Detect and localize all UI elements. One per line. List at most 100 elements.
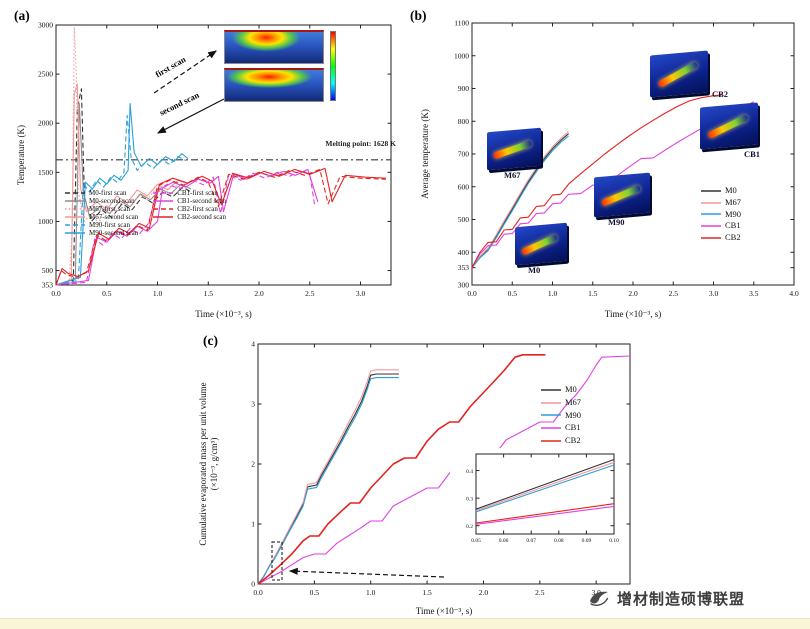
y-tick-label: 353	[458, 263, 470, 272]
legend-line-sample	[701, 225, 721, 227]
panel-c-inset-chart: 0.05 0.06 0.07 0.08 0.09 0.10 0.2 0.3 0.4	[450, 448, 620, 552]
legend-item-m0-first-scan: M0-first scan	[64, 189, 138, 197]
panel-a-chart: 0.0 0.5 1.0 1.5 2.0 2.5 3.0 353 500 1000 1500 2000 2…	[8, 3, 403, 325]
y-axis-label: Cumulative evaporated mass per unit volu…	[198, 382, 208, 545]
x-tick-label: 3.5	[749, 289, 759, 298]
y-tick-label: 2500	[38, 70, 53, 79]
y-tick-label: 0	[251, 580, 255, 589]
y-tick-label: 3000	[38, 21, 53, 30]
legend-label: M0	[725, 185, 737, 195]
legend-label: M0	[565, 384, 577, 394]
chart-svg-a: 0.0 0.5 1.0 1.5 2.0 2.5 3.0 353 500 1000 1500 2000 2…	[16, 21, 392, 319]
chart-svg-c-inset: 0.05 0.06 0.07 0.08 0.09 0.10 0.2 0.3 0.4	[466, 453, 619, 544]
legend-item-m67: M67	[540, 396, 582, 408]
x-tick-label: 0.0	[253, 588, 263, 597]
legend-item-m90-first-scan: M90-first scan	[64, 221, 138, 229]
legend-line-sample	[701, 213, 721, 216]
x-tick-label: 0.5	[310, 588, 320, 597]
series-cb1-second-scan	[55, 168, 319, 286]
x-tick-label: 4.0	[789, 289, 799, 298]
y-axis-label-2: (×10⁻³, g/cm³)	[209, 438, 219, 491]
axes-frame	[55, 24, 392, 286]
legend-line-sample	[701, 201, 721, 204]
footer-strip	[0, 618, 810, 629]
legend-line-sample	[65, 224, 85, 226]
legend-item-cb2-first-scan: CB2-first scan	[152, 205, 226, 213]
x-tick-label: 1.0	[548, 289, 558, 298]
series-m0	[257, 373, 399, 585]
legend-line-sample	[541, 440, 561, 442]
x-axis-label: Time (×10⁻³, s)	[605, 309, 661, 319]
y-tick-label: 300	[458, 281, 470, 290]
y-tick-label: 600	[458, 182, 470, 191]
legend-label: CB1-second scan	[177, 197, 226, 206]
x-tick-label: 1.0	[366, 588, 376, 597]
series-m90	[475, 464, 615, 513]
series-cb1	[257, 355, 631, 585]
legend-label: CB2-second scan	[177, 213, 226, 222]
series-m0	[475, 458, 615, 510]
panel-c-label: (c)	[203, 333, 218, 348]
y-tick-label: 0.4	[466, 469, 473, 475]
y-tick-label: 2000	[38, 119, 53, 128]
y-tick-label: 700	[458, 150, 470, 159]
series-m67-first-scan	[55, 26, 184, 286]
bird-logo-icon	[590, 591, 609, 606]
legend-line-sample	[153, 192, 174, 194]
series-cb2-second-scan	[55, 167, 386, 286]
legend-label: M90-second scan	[89, 229, 139, 238]
axes-frame	[471, 22, 795, 286]
legend-item-cb1-first-scan: CB1-first scan	[152, 189, 226, 197]
legend-line-sample	[65, 200, 85, 202]
legend-label: M90	[725, 208, 742, 219]
y-tick-label: 4	[251, 340, 255, 349]
y-tick-label: 800	[458, 117, 470, 126]
y-tick-label: 1000	[454, 51, 469, 60]
legend-line-sample	[541, 401, 561, 404]
legend-label: M67	[725, 196, 742, 207]
legend-item-cb2: CB2	[540, 435, 581, 446]
brand-logo: 增材制造硕博联盟	[586, 586, 745, 610]
x-axis-label: Time (×10⁻³, s)	[416, 606, 472, 616]
series-cb2	[257, 354, 546, 585]
panel-c-legend: M0 M67 M90 CB1 CB2	[540, 384, 582, 446]
x-tick-label: 3.0	[591, 588, 601, 597]
legend-label: CB2	[725, 232, 741, 243]
legend-label: CB1	[725, 220, 741, 231]
legend-line-sample	[701, 190, 721, 192]
x-tick-label: 2.5	[535, 588, 545, 597]
y-tick-label: 3	[251, 400, 255, 409]
y-tick-label: 1	[251, 520, 255, 529]
legend-line-sample	[65, 208, 85, 210]
x-tick-label: 1.0	[153, 289, 163, 298]
x-tick-label: 2.5	[305, 289, 315, 298]
legend-label: M67	[565, 396, 582, 407]
series-m0-second-scan	[55, 103, 192, 286]
y-tick-label: 1100	[454, 19, 469, 28]
panel-a-label: (a)	[14, 8, 30, 23]
legend-label: M90	[565, 409, 582, 420]
legend-item-cb1: CB1	[700, 221, 741, 231]
series-m90	[471, 135, 569, 268]
chart-svg-b: 0.0 0.5 1.0 1.5 2.0 2.5 3.0 3.5 4.0 300 353 400 500 6…	[420, 19, 799, 320]
legend-item-m67-first-scan: M67-first scan	[64, 205, 138, 213]
x-tick-label: 0.5	[102, 289, 112, 298]
y-tick-label: 353	[42, 281, 54, 290]
x-tick-label: 3.0	[356, 289, 366, 298]
legend-line-sample	[65, 216, 85, 218]
legend-item-cb2-second-scan: CB2-second scan	[152, 213, 226, 221]
panel-b-label: (b)	[410, 8, 427, 23]
x-tick-label: 0.0	[467, 289, 477, 298]
series-m67	[475, 461, 615, 512]
legend-item-cb1-second-scan: CB1-second scan	[152, 197, 226, 205]
y-axis-label: Average temperature (K)	[420, 109, 430, 199]
legend-item-m0-second-scan: M0-second scan	[64, 197, 138, 205]
legend-line-sample	[153, 200, 174, 202]
legend-item-cb1: CB1	[540, 423, 581, 433]
y-tick-label: 1000	[38, 217, 53, 226]
series-m90-second-scan	[55, 103, 189, 286]
y-tick-label: 900	[458, 84, 470, 93]
legend-item-m90: M90	[700, 208, 742, 220]
x-tick-label: 0.10	[609, 538, 619, 544]
legend-item-cb2: CB2	[700, 232, 741, 243]
